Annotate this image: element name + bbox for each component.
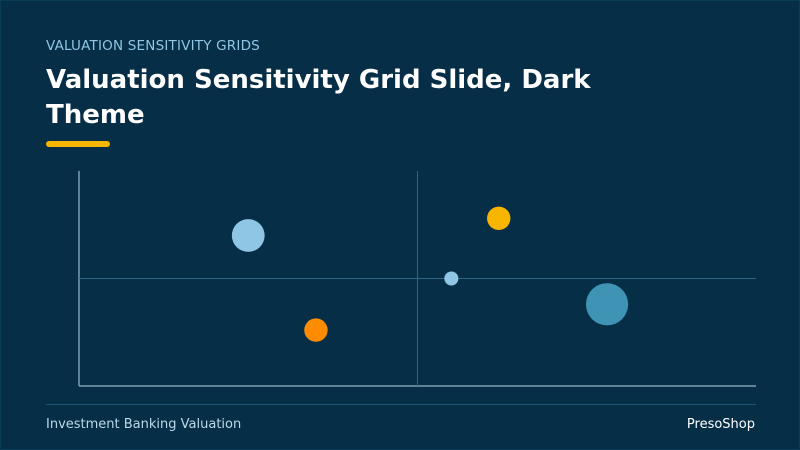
footer-brand: PresoShop xyxy=(686,417,755,432)
data-point-1 xyxy=(231,219,265,252)
data-point-4 xyxy=(487,206,511,230)
title-accent-bar xyxy=(46,141,110,147)
eyebrow-label: VALUATION SENSITIVITY GRIDS xyxy=(46,38,260,54)
data-points xyxy=(231,206,629,342)
slide-title: Valuation Sensitivity Grid Slide, Dark T… xyxy=(46,65,591,130)
footer-left-text: Investment Banking Valuation xyxy=(46,417,242,432)
data-point-5 xyxy=(585,283,629,326)
data-point-2 xyxy=(304,318,328,342)
footer-divider xyxy=(46,404,756,405)
data-point-3 xyxy=(444,271,459,286)
